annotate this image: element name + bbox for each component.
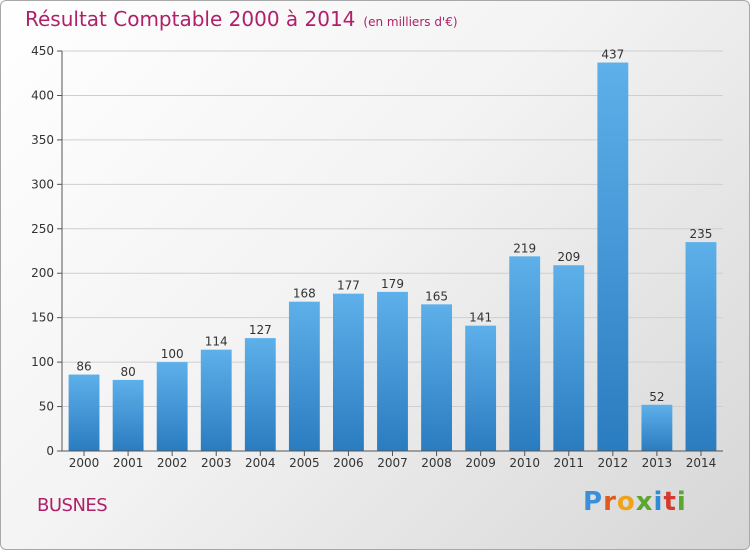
data-label: 127 bbox=[249, 323, 272, 337]
data-label: 219 bbox=[513, 241, 536, 255]
logo-letter: r bbox=[603, 487, 617, 517]
y-tick-label: 150 bbox=[31, 311, 54, 325]
bar bbox=[244, 338, 276, 451]
bar bbox=[553, 265, 585, 451]
logo-letter: t bbox=[663, 487, 677, 517]
x-tick-label: 2005 bbox=[289, 456, 320, 470]
data-label: 209 bbox=[557, 250, 580, 264]
y-tick-label: 0 bbox=[46, 444, 54, 458]
logo-letter: P bbox=[583, 487, 604, 517]
data-label: 235 bbox=[690, 227, 713, 241]
y-tick-label: 400 bbox=[31, 88, 54, 102]
x-tick-label: 2007 bbox=[377, 456, 408, 470]
bar-layer: 86 80 100 114 127 168 177 179 165 141 219 209 437 52 2… bbox=[68, 48, 717, 452]
data-label: 177 bbox=[337, 279, 360, 293]
proxiti-logo: Proxiti bbox=[583, 487, 687, 517]
bar bbox=[509, 256, 541, 451]
data-label: 165 bbox=[425, 289, 448, 303]
data-label: 80 bbox=[120, 365, 135, 379]
y-tick-label: 250 bbox=[31, 222, 54, 236]
bar bbox=[200, 349, 232, 451]
chart-title: Résultat Comptable 2000 à 2014 (en millie… bbox=[25, 7, 458, 31]
bar bbox=[421, 304, 452, 451]
x-tick-label: 2014 bbox=[686, 456, 717, 470]
logo-letter: i bbox=[676, 487, 687, 517]
x-tick-label: 2013 bbox=[642, 456, 673, 470]
y-tick-label: 50 bbox=[39, 400, 54, 414]
logo-letter: i bbox=[653, 487, 664, 517]
data-label: 168 bbox=[293, 287, 316, 301]
bar bbox=[641, 404, 673, 451]
y-tick-label: 450 bbox=[31, 44, 54, 58]
x-tick-label: 2009 bbox=[465, 456, 496, 470]
bar bbox=[68, 374, 100, 451]
bar bbox=[377, 291, 408, 451]
y-tick-label: 200 bbox=[31, 266, 54, 280]
bar bbox=[685, 242, 717, 451]
bar bbox=[156, 362, 188, 451]
x-tick-label: 2008 bbox=[421, 456, 452, 470]
bar bbox=[333, 293, 364, 451]
x-tick-label: 2012 bbox=[598, 456, 629, 470]
bar bbox=[465, 325, 497, 451]
x-tick-label: 2006 bbox=[333, 456, 364, 470]
x-tick-label: 2002 bbox=[157, 456, 188, 470]
y-tick-label: 350 bbox=[31, 133, 54, 147]
bar bbox=[288, 301, 320, 451]
commune-name: BUSNES bbox=[37, 495, 108, 516]
data-label: 437 bbox=[601, 48, 624, 62]
axis-layer: 0 50 100 150 200 250 300 350 400 450 2000 2001 2002 2… bbox=[31, 44, 723, 470]
data-label: 141 bbox=[469, 311, 492, 325]
x-tick-label: 2004 bbox=[245, 456, 276, 470]
y-tick-label: 100 bbox=[31, 355, 54, 369]
chart-subtitle: (en milliers d'€) bbox=[363, 15, 458, 29]
data-label: 114 bbox=[205, 335, 228, 349]
x-tick-label: 2011 bbox=[553, 456, 584, 470]
y-tick-label: 300 bbox=[31, 177, 54, 191]
x-tick-label: 2001 bbox=[113, 456, 144, 470]
bar bbox=[597, 62, 629, 452]
data-label: 179 bbox=[381, 277, 404, 291]
bar bbox=[112, 379, 144, 451]
logo-letter: o bbox=[616, 487, 636, 517]
x-tick-label: 2010 bbox=[509, 456, 540, 470]
data-label: 52 bbox=[649, 390, 664, 404]
x-tick-label: 2000 bbox=[69, 456, 100, 470]
x-tick-label: 2003 bbox=[201, 456, 232, 470]
data-label: 86 bbox=[76, 360, 91, 374]
data-label: 100 bbox=[161, 347, 184, 361]
logo-letter: x bbox=[635, 487, 654, 517]
